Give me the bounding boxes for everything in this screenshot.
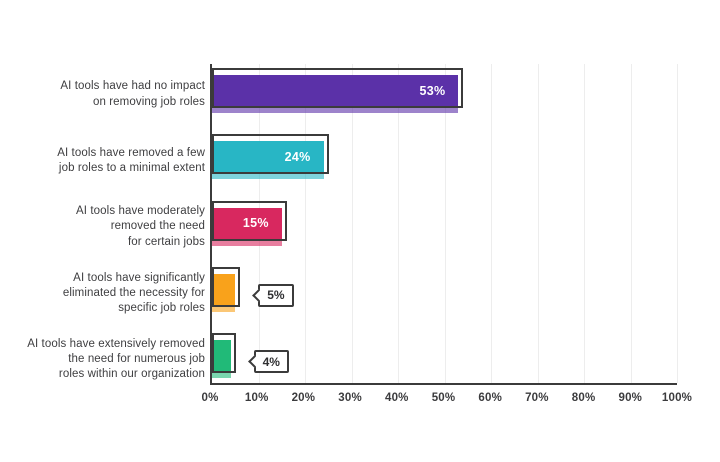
gridline	[491, 64, 492, 383]
callout-value-label: 4%	[262, 354, 280, 369]
x-axis-ticks-row: 0% 10% 20% 30% 40% 50% 60% 70% 80% 90% 100%	[201, 392, 691, 410]
x-axis-tick-label: 0%	[201, 392, 219, 404]
callout-pointer-icon	[252, 288, 266, 302]
gridline	[398, 64, 399, 383]
bar-outline	[212, 200, 287, 241]
bar-row: 4%	[212, 333, 677, 378]
gridline	[537, 64, 539, 383]
gridline	[630, 64, 632, 383]
value-callout: 5%	[252, 283, 294, 307]
gridline	[305, 64, 306, 383]
bar-row: 15%	[212, 200, 677, 246]
x-axis-tick-label: 30%	[338, 392, 362, 404]
bar-value-label: 24%	[284, 149, 311, 164]
bar-row: 24%	[212, 134, 677, 180]
bar-fill: 24%	[212, 141, 324, 173]
x-axis-tick-label: 90%	[618, 392, 643, 404]
callout-value-label: 5%	[267, 288, 285, 303]
gridline	[351, 64, 353, 383]
gridline	[677, 64, 678, 383]
x-axis-tick-label: 70%	[525, 392, 549, 404]
bar-fill	[212, 340, 231, 371]
x-axis-tick-label: 100%	[661, 392, 693, 404]
category-label: AI tools have moderately removed the nee…	[76, 205, 205, 248]
bar-outline	[212, 134, 329, 175]
x-axis-tick-label: 50%	[431, 392, 456, 404]
bar-value-label: 53%	[419, 83, 446, 98]
bar-fill: 53%	[212, 75, 459, 106]
x-axis-tick-label: 10%	[244, 392, 269, 404]
bar-value-label: 15%	[242, 216, 269, 230]
x-axis-tick-label: 80%	[571, 392, 596, 404]
bar-fill: 15%	[212, 207, 282, 239]
gridline	[444, 64, 446, 383]
bar-fill	[212, 273, 236, 305]
bar-outline	[212, 333, 236, 373]
bar-row: 5%	[212, 266, 677, 312]
category-label: AI tools have removed a few job roles to…	[57, 146, 205, 174]
x-axis-tick-label: 60%	[478, 392, 502, 404]
bar-outline	[212, 68, 464, 108]
category-label: AI tools have extensively removed the ne…	[27, 337, 205, 381]
gridline	[584, 64, 585, 383]
bar-outline	[212, 266, 241, 307]
x-axis-tick-label: 20%	[291, 392, 316, 404]
plot-area: 53% 24% 15% 5% 4%	[210, 64, 678, 385]
category-label: AI tools have had no impact on removing …	[60, 80, 205, 108]
category-label: AI tools have significantly eliminated t…	[62, 271, 205, 314]
callout-pointer-icon	[247, 355, 261, 368]
bar-row: 53%	[212, 68, 677, 113]
category-labels-column: AI tools have had no impact on removing …	[2, 68, 205, 380]
x-axis-tick-label: 40%	[384, 392, 409, 404]
value-callout: 4%	[247, 350, 289, 373]
